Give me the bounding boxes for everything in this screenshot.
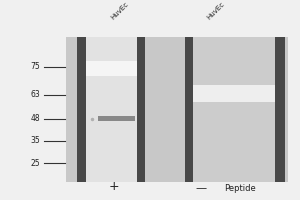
FancyBboxPatch shape: [86, 37, 136, 182]
Text: 25: 25: [31, 159, 40, 168]
Text: 35: 35: [31, 136, 40, 145]
FancyBboxPatch shape: [86, 61, 136, 76]
FancyBboxPatch shape: [184, 37, 193, 182]
FancyBboxPatch shape: [193, 37, 275, 182]
Text: —: —: [195, 183, 207, 193]
Text: 75: 75: [31, 62, 40, 71]
FancyBboxPatch shape: [98, 116, 135, 121]
FancyBboxPatch shape: [275, 37, 285, 182]
Text: 48: 48: [31, 114, 40, 123]
FancyBboxPatch shape: [193, 85, 275, 102]
FancyBboxPatch shape: [66, 37, 288, 182]
FancyBboxPatch shape: [136, 37, 145, 182]
Text: HuvEc: HuvEc: [206, 1, 226, 21]
Text: 63: 63: [31, 90, 40, 99]
Text: +: +: [109, 180, 119, 193]
Text: HuvEc: HuvEc: [110, 1, 130, 21]
Text: Peptide: Peptide: [224, 184, 256, 193]
FancyBboxPatch shape: [76, 37, 86, 182]
